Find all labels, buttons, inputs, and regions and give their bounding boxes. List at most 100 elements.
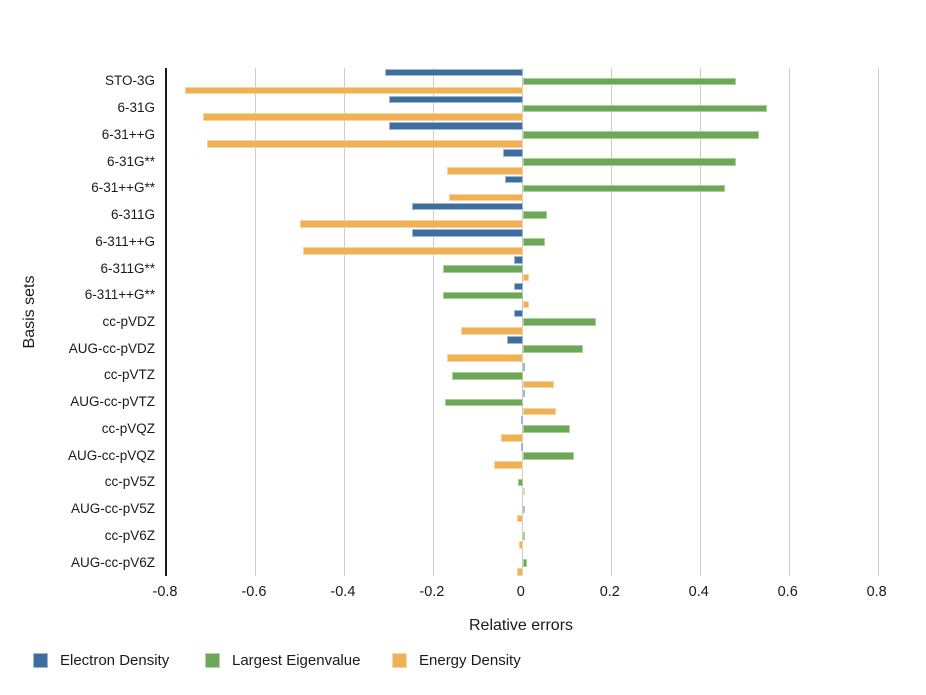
y-tick-label: AUG-cc-pVDZ — [68, 340, 155, 356]
y-tick-label: 6-311++G — [95, 233, 155, 249]
bar — [518, 478, 523, 487]
bar — [513, 309, 523, 318]
legend-item-electron-density: Electron Density — [33, 652, 169, 669]
gridline — [611, 68, 613, 576]
bar — [207, 140, 523, 148]
bar — [517, 514, 523, 523]
bar — [522, 318, 597, 327]
y-tick-label: AUG-cc-pV6Z — [70, 554, 155, 570]
bar — [447, 354, 523, 362]
bar — [411, 202, 523, 211]
y-tick-label: cc-pV6Z — [104, 527, 155, 543]
bar — [502, 149, 523, 157]
bar — [522, 363, 526, 371]
bar — [184, 86, 523, 95]
bar — [447, 166, 523, 175]
bar — [520, 443, 523, 451]
bar — [522, 131, 759, 139]
bar — [449, 193, 523, 202]
bar — [442, 264, 523, 273]
y-tick-label: 6-31G — [117, 100, 155, 116]
x-axis-title: Relative errors — [468, 617, 574, 634]
y-tick-label: AUG-cc-pVQZ — [67, 447, 155, 463]
bar — [522, 380, 554, 389]
electron-density-swatch-icon — [33, 653, 48, 668]
y-axis-labels: STO-3G 6-31G 6-31++G 6-31G** 6-31++G** 6-311G… — [0, 68, 160, 576]
x-tick-label: -0.2 — [419, 584, 445, 600]
bar — [500, 434, 523, 442]
plot-area — [165, 68, 892, 576]
y-tick-label: 6-311G — [110, 207, 155, 223]
largest-eigenvalue-swatch-icon — [205, 653, 220, 668]
bar — [522, 487, 525, 496]
bar — [522, 77, 737, 86]
y-tick-label: cc-pVTZ — [103, 367, 155, 383]
y-tick-label: 6-31G** — [106, 153, 155, 169]
x-tick-label: 0.8 — [866, 584, 887, 600]
x-tick-label: -0.8 — [152, 584, 178, 600]
bar — [522, 345, 583, 353]
bar — [522, 184, 726, 193]
bar — [522, 389, 526, 398]
bar — [522, 273, 530, 282]
y-tick-label: 6-31++G — [101, 126, 155, 142]
bar — [520, 416, 523, 425]
gridline — [433, 68, 435, 576]
y-tick-label: 6-31++G** — [91, 180, 155, 196]
energy-density-swatch-icon — [392, 653, 407, 668]
y-tick-label: cc-pVQZ — [101, 420, 155, 436]
bar — [513, 256, 523, 264]
bar — [493, 461, 523, 469]
bar — [522, 532, 525, 540]
y-tick-label: AUG-cc-pVTZ — [70, 394, 155, 410]
y-tick-label: 6-311G** — [100, 260, 155, 276]
gridline — [344, 68, 346, 576]
x-tick-label: 0.4 — [688, 584, 709, 600]
bar — [442, 291, 523, 300]
bar — [522, 211, 548, 220]
bar — [300, 220, 523, 228]
bar — [411, 229, 523, 237]
bar — [389, 122, 523, 130]
legend-item-largest-eigenvalue: Largest Eigenvalue — [205, 652, 360, 669]
gridline — [700, 68, 702, 576]
bar — [505, 175, 523, 184]
y-tick-label: cc-pVDZ — [102, 314, 155, 329]
bar — [522, 425, 570, 433]
x-tick-label: -0.6 — [241, 584, 267, 600]
x-tick-label: -0.4 — [330, 584, 356, 600]
legend-label: Electron Density — [60, 652, 170, 669]
bar — [522, 300, 530, 309]
legend-label: Energy Density — [419, 652, 521, 669]
bar — [522, 452, 574, 460]
x-tick-label: 0.6 — [777, 584, 798, 600]
bar — [202, 113, 523, 122]
y-tick-label: AUG-cc-pV5Z — [70, 501, 155, 517]
bar — [517, 567, 523, 576]
bar — [519, 541, 523, 549]
x-tick-label: 0 — [516, 584, 525, 600]
bar — [522, 104, 768, 113]
gridline — [878, 68, 880, 576]
bar — [507, 336, 523, 344]
bar — [302, 247, 523, 255]
legend-item-energy-density: Energy Density — [392, 652, 521, 669]
x-tick-label: 0.2 — [599, 584, 620, 600]
bar — [451, 371, 523, 380]
bar — [384, 68, 523, 77]
bar — [513, 282, 523, 291]
legend-label: Largest Eigenvalue — [232, 652, 361, 669]
gridline — [255, 68, 257, 576]
bar — [522, 238, 546, 246]
y-tick-label: STO-3G — [104, 73, 155, 89]
bar — [522, 158, 737, 166]
bar — [389, 95, 523, 104]
gridline — [789, 68, 791, 576]
bar — [522, 407, 557, 416]
y-tick-label: 6-311++G** — [84, 287, 155, 303]
bar — [444, 398, 523, 407]
bar — [460, 327, 523, 335]
bar — [522, 505, 525, 514]
bar — [522, 559, 528, 567]
